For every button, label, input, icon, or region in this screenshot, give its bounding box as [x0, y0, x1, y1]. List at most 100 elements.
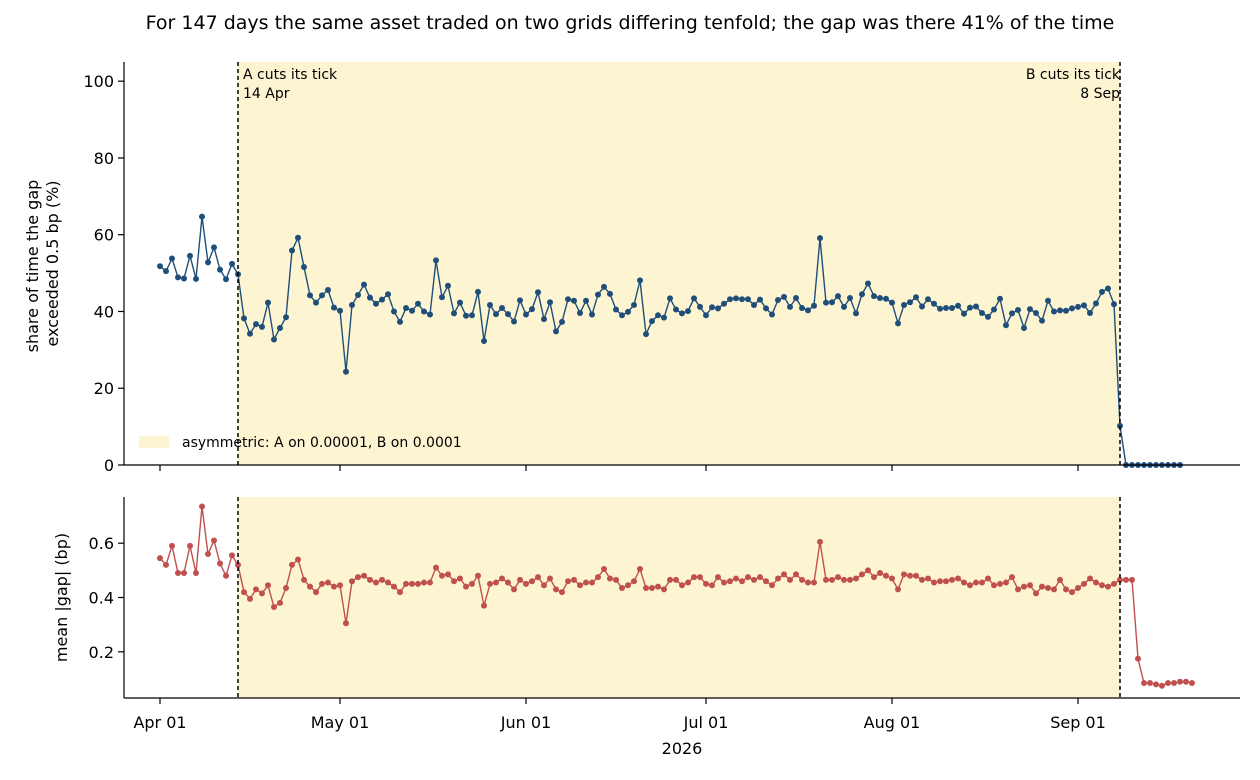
data-point: [583, 579, 589, 586]
data-point: [955, 302, 961, 309]
data-point: [589, 311, 595, 318]
data-point: [433, 564, 439, 571]
data-point: [1051, 586, 1057, 593]
data-point: [541, 316, 547, 323]
data-point: [529, 306, 535, 313]
data-point: [883, 295, 889, 302]
data-point: [265, 582, 271, 589]
data-point: [715, 574, 721, 581]
data-point: [427, 579, 433, 586]
data-point: [451, 578, 457, 585]
data-point: [229, 552, 235, 559]
data-point: [445, 571, 451, 578]
data-point: [217, 560, 223, 567]
data-point: [1117, 422, 1123, 429]
data-point: [715, 305, 721, 312]
data-point: [1153, 681, 1159, 688]
data-point: [973, 303, 979, 310]
data-point: [577, 310, 583, 317]
data-point: [193, 570, 199, 577]
data-point: [301, 576, 307, 583]
data-point: [1141, 680, 1147, 687]
data-point: [469, 580, 475, 587]
data-point: [511, 318, 517, 325]
data-point: [871, 293, 877, 300]
data-point: [835, 293, 841, 300]
regime-band: [238, 62, 1120, 465]
data-point: [1021, 324, 1027, 331]
data-point: [211, 537, 217, 544]
data-point: [601, 283, 607, 290]
data-point: [691, 295, 697, 302]
data-point: [769, 311, 775, 318]
y-tick-label: 0: [104, 456, 114, 475]
data-point: [985, 313, 991, 320]
data-point: [409, 307, 415, 314]
data-point: [379, 576, 385, 583]
data-point: [643, 331, 649, 338]
data-point: [883, 572, 889, 579]
data-point: [775, 296, 781, 303]
data-point: [643, 584, 649, 591]
data-point: [697, 574, 703, 581]
data-point: [433, 257, 439, 264]
data-point: [1027, 582, 1033, 589]
data-point: [259, 590, 265, 597]
data-point: [727, 578, 733, 585]
y-tick-label: 0.4: [89, 589, 114, 608]
data-point: [1033, 310, 1039, 317]
data-point: [637, 277, 643, 284]
data-point: [709, 304, 715, 311]
data-point: [439, 294, 445, 301]
data-point: [367, 294, 373, 301]
data-point: [955, 575, 961, 582]
top-series: [157, 213, 1183, 468]
data-point: [841, 303, 847, 310]
data-point: [727, 296, 733, 303]
data-point: [337, 582, 343, 589]
data-point: [427, 311, 433, 318]
data-point: [625, 582, 631, 589]
data-point: [1159, 682, 1165, 689]
data-point: [601, 565, 607, 572]
data-point: [961, 310, 967, 317]
data-point: [403, 580, 409, 587]
bottom-y-ticks: 0.2 0.4 0.6: [89, 534, 124, 662]
data-point: [739, 296, 745, 303]
data-point: [817, 538, 823, 545]
data-point: [553, 328, 559, 335]
data-point: [877, 570, 883, 577]
data-point: [403, 305, 409, 312]
data-point: [1009, 310, 1015, 317]
data-point: [517, 576, 523, 583]
data-point: [481, 338, 487, 345]
data-point: [1027, 306, 1033, 313]
data-point: [181, 570, 187, 577]
legend: asymmetric: A on 0.00001, B on 0.0001: [139, 435, 462, 451]
data-point: [859, 291, 865, 298]
data-point: [949, 305, 955, 312]
data-point: [367, 576, 373, 583]
data-point: [1189, 680, 1195, 687]
data-point: [505, 311, 511, 318]
data-point: [637, 565, 643, 572]
data-point: [157, 555, 163, 562]
data-point: [607, 575, 613, 582]
data-point: [223, 572, 229, 579]
data-point: [499, 575, 505, 582]
data-point: [235, 561, 241, 568]
data-point: [667, 576, 673, 583]
data-point: [1087, 310, 1093, 317]
data-point: [559, 589, 565, 596]
data-point: [751, 576, 757, 583]
data-point: [577, 582, 583, 589]
data-point: [457, 575, 463, 582]
data-point: [319, 292, 325, 299]
data-point: [589, 579, 595, 586]
data-point: [907, 299, 913, 306]
data-point: [913, 294, 919, 301]
top-panel: 0 20 40 60 80 100 share of time the gap excee…: [23, 62, 1240, 475]
data-point: [1003, 322, 1009, 329]
data-point: [841, 576, 847, 583]
data-point: [745, 296, 751, 303]
